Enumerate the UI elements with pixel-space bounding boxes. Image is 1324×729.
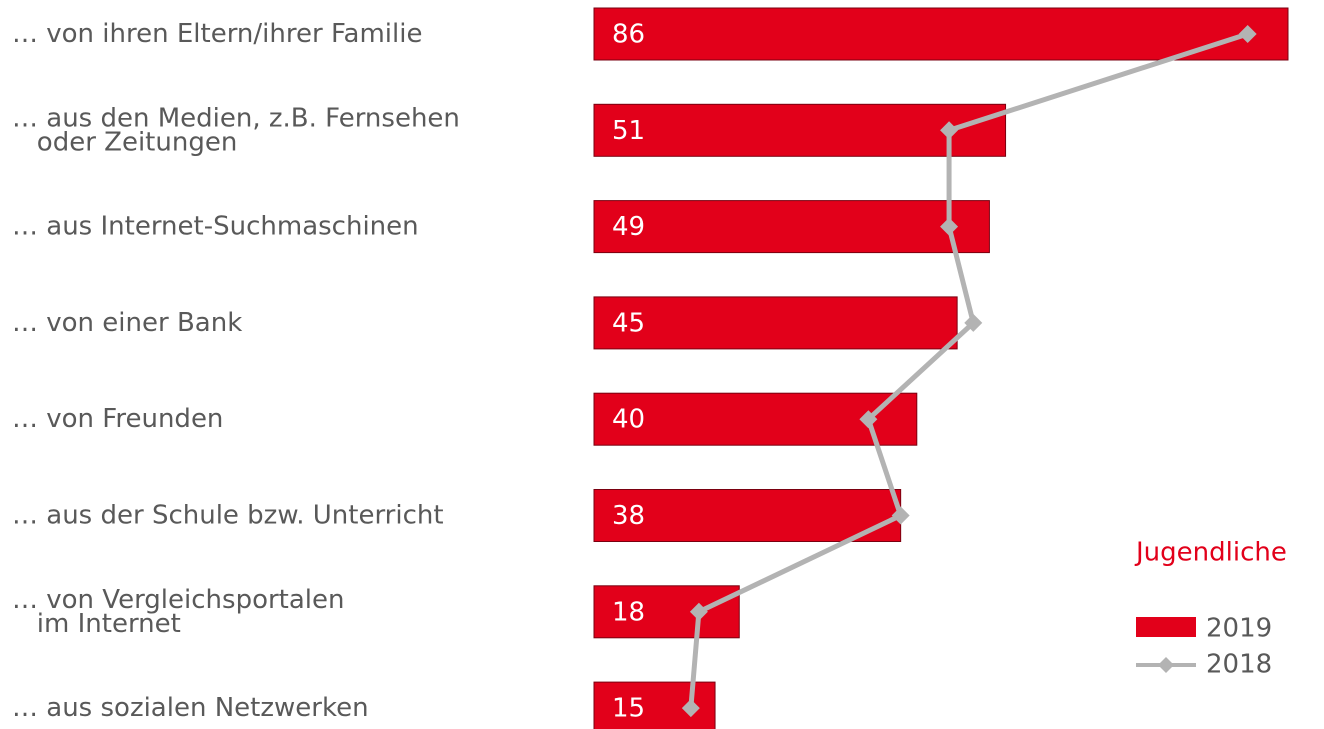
category-label: … von Freunden [12,404,223,434]
bar [593,7,1289,61]
line-marker [859,410,878,429]
category-label: … von Vergleichsportalen im Internet [12,584,345,638]
value-label: 38 [612,501,645,531]
line-marker [940,217,959,236]
bar [593,103,1007,157]
line-marker [1238,25,1257,43]
legend-marker [1158,657,1174,673]
line-marker [891,506,910,525]
category-label: … aus sozialen Netzwerken [12,693,369,723]
bar [593,296,958,350]
value-label: 15 [612,694,645,724]
legend-swatch [1136,617,1196,637]
line-series [688,31,1249,709]
category-label: … aus der Schule bzw. Unterricht [12,500,444,530]
legend-label: 2019 [1206,614,1272,644]
value-label: 86 [612,20,645,50]
line-marker [964,313,983,332]
line-marker [940,121,959,140]
category-label: … von ihren Eltern/ihrer Familie [12,19,422,49]
bar [593,585,740,639]
value-label: 40 [612,405,645,435]
bar [593,200,990,254]
value-label: 49 [612,212,645,242]
value-label: 18 [612,597,645,627]
value-label: 45 [612,308,645,338]
category-label: … aus den Medien, z.B. Fernsehen oder Ze… [12,103,460,157]
line-marker [689,602,708,621]
legend-label: 2018 [1206,650,1272,680]
category-label: … von einer Bank [12,307,242,337]
category-label: … aus Internet-Suchmaschinen [12,211,419,241]
value-label: 51 [612,116,645,146]
line-marker [681,699,700,718]
bar [593,489,902,542]
legend-title: Jugendliche [1134,538,1287,568]
